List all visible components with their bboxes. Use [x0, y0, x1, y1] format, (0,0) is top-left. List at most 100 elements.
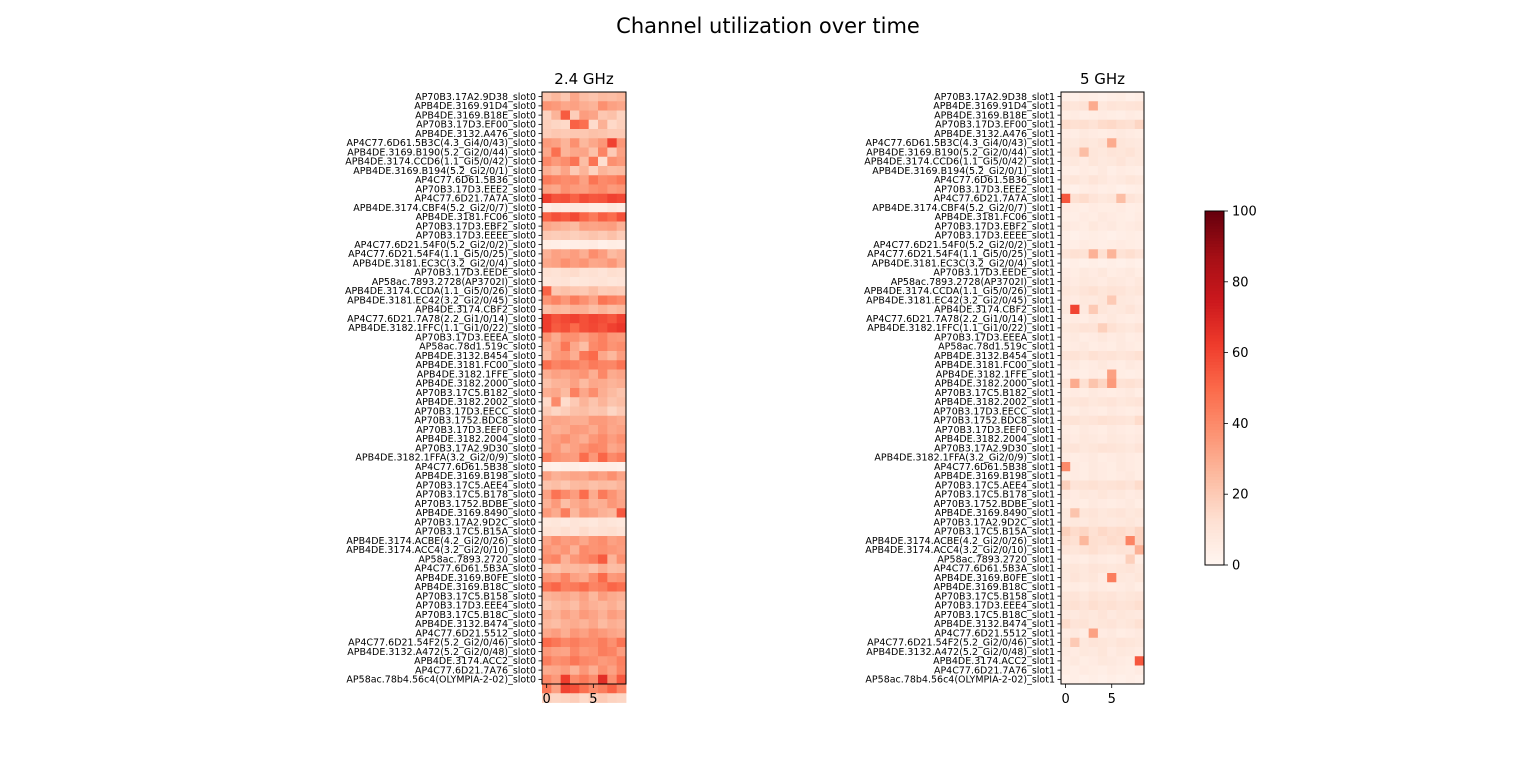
- heatmap-cell: [560, 332, 571, 343]
- colorbar: 0 20 40 60 80 100: [1204, 205, 1257, 574]
- heatmap-cell: [551, 351, 562, 361]
- heatmap-cell: [1116, 166, 1126, 176]
- y-tick-label: APB4DE.3174.CCDA(1.1_Gi5/0/26)_slot0: [345, 286, 536, 297]
- heatmap-cell: [542, 499, 552, 509]
- heatmap-cell: [1097, 545, 1108, 555]
- heatmap-cell: [1125, 573, 1136, 583]
- heatmap-cell: [1125, 92, 1136, 102]
- colorbar-segment: [1205, 293, 1224, 298]
- heatmap-cell: [1134, 619, 1145, 629]
- axes-frame: [541, 91, 627, 685]
- heatmap-cell: [551, 360, 562, 370]
- y-tick-label: AP4C77.6D21.5512_slot0: [415, 628, 536, 639]
- heatmap-cell: [542, 184, 552, 195]
- heatmap-cell: [1107, 665, 1117, 676]
- heatmap-cell: [1107, 536, 1117, 546]
- heatmap-cell: [1134, 212, 1145, 222]
- heatmap-cell: [1097, 647, 1108, 657]
- heatmap-cell: [1134, 526, 1145, 537]
- heatmap-cell: [560, 369, 571, 380]
- heatmap-cell: [1079, 304, 1090, 315]
- heatmap-cell: [579, 462, 590, 472]
- heatmap-cell: [1070, 517, 1080, 528]
- heatmap-cell: [579, 119, 590, 130]
- heatmap-cell: [579, 545, 590, 555]
- heatmap-cell: [1107, 230, 1117, 241]
- heatmap-cell: [598, 415, 608, 426]
- heatmap-cell: [1134, 517, 1145, 528]
- heatmap-cell: [560, 258, 571, 269]
- heatmap-cell: [588, 462, 599, 472]
- y-tick-label: APB4DE.3182.2002_slot1: [935, 397, 1055, 408]
- heatmap-cell: [560, 647, 571, 657]
- y-tick-label: AP4C77.6D21.7A78(2.2_Gi1/0/14)_slot0: [347, 314, 536, 325]
- heatmap-cell: [1061, 489, 1071, 500]
- heatmap-cell: [579, 193, 590, 204]
- heatmap-cell: [551, 212, 562, 222]
- heatmap-cell: [542, 610, 552, 620]
- heatmap-cell: [1125, 415, 1136, 426]
- heatmap-cell: [1079, 591, 1090, 602]
- heatmap-cell: [588, 674, 599, 685]
- heatmap-cell: [1088, 221, 1099, 232]
- colorbar-segment: [1205, 503, 1224, 507]
- heatmap-cell: [1061, 230, 1071, 241]
- heatmap-cell: [598, 230, 608, 241]
- heatmap-cell: [588, 480, 599, 491]
- heatmap-cell: [1079, 147, 1090, 158]
- heatmap-cell: [588, 184, 599, 195]
- heatmap-cell: [1097, 221, 1108, 232]
- y-tick-label: AP70B3.17C5.AEE4_slot1: [935, 480, 1055, 491]
- heatmap-cell: [1116, 323, 1126, 333]
- heatmap-cell: [616, 351, 627, 361]
- heatmap-cell: [607, 267, 618, 278]
- heatmap-cell: [1116, 175, 1126, 185]
- heatmap-cell: [1088, 462, 1099, 472]
- heatmap-cell: [1088, 397, 1099, 407]
- heatmap-cell: [542, 369, 552, 380]
- heatmap-cell: [1070, 277, 1080, 287]
- heatmap-cell: [588, 600, 599, 611]
- heatmap-cell: [1097, 526, 1108, 537]
- heatmap-cell: [616, 156, 627, 167]
- heatmap-cell: [1079, 314, 1090, 324]
- heatmap-cell: [1116, 230, 1126, 241]
- heatmap-cell: [607, 147, 618, 158]
- heatmap-cell: [1070, 295, 1080, 306]
- heatmap-panel: 2.4 GHzAP70B3.17A2.9D38_slot0APB4DE.3169…: [345, 70, 627, 707]
- heatmap-cell: [1116, 406, 1126, 417]
- heatmap-cell: [1097, 360, 1108, 370]
- heatmap-cell: [579, 212, 590, 222]
- x-tick-label: 0: [1061, 692, 1069, 707]
- colorbar-segment: [1205, 349, 1224, 354]
- heatmap-cell: [1088, 619, 1099, 629]
- heatmap-cell: [1061, 332, 1071, 343]
- heatmap-cell: [588, 221, 599, 232]
- heatmap-cell: [551, 554, 562, 565]
- heatmap-cell: [607, 406, 618, 417]
- heatmap-cell: [1088, 545, 1099, 555]
- heatmap-cell: [551, 119, 562, 130]
- heatmap-cell: [1061, 295, 1071, 306]
- heatmap-cell: [616, 360, 627, 370]
- y-tick-label: APB4DE.3174.ACC4(3.2_Gi2/0/10)_slot1: [865, 545, 1055, 556]
- heatmap-cell: [607, 156, 618, 167]
- heatmap-cell: [570, 230, 580, 241]
- heatmap-cell: [588, 101, 599, 111]
- heatmap-cell: [1070, 138, 1080, 148]
- heatmap-cell: [1079, 508, 1090, 518]
- heatmap-cell: [1116, 610, 1126, 620]
- heatmap-cell: [560, 582, 571, 592]
- heatmap-cell: [616, 249, 627, 259]
- heatmap-cell: [1079, 665, 1090, 676]
- heatmap-cell: [570, 175, 580, 185]
- heatmap-cell: [551, 341, 562, 352]
- heatmap-cell: [616, 304, 627, 315]
- heatmap-cell: [1116, 249, 1126, 259]
- heatmap-cell: [560, 138, 571, 148]
- heatmap-cell: [542, 517, 552, 528]
- heatmap-cell: [1125, 536, 1136, 546]
- heatmap-cell: [1070, 628, 1080, 639]
- heatmap-cell: [1070, 101, 1080, 111]
- heatmap-cell: [1097, 203, 1108, 213]
